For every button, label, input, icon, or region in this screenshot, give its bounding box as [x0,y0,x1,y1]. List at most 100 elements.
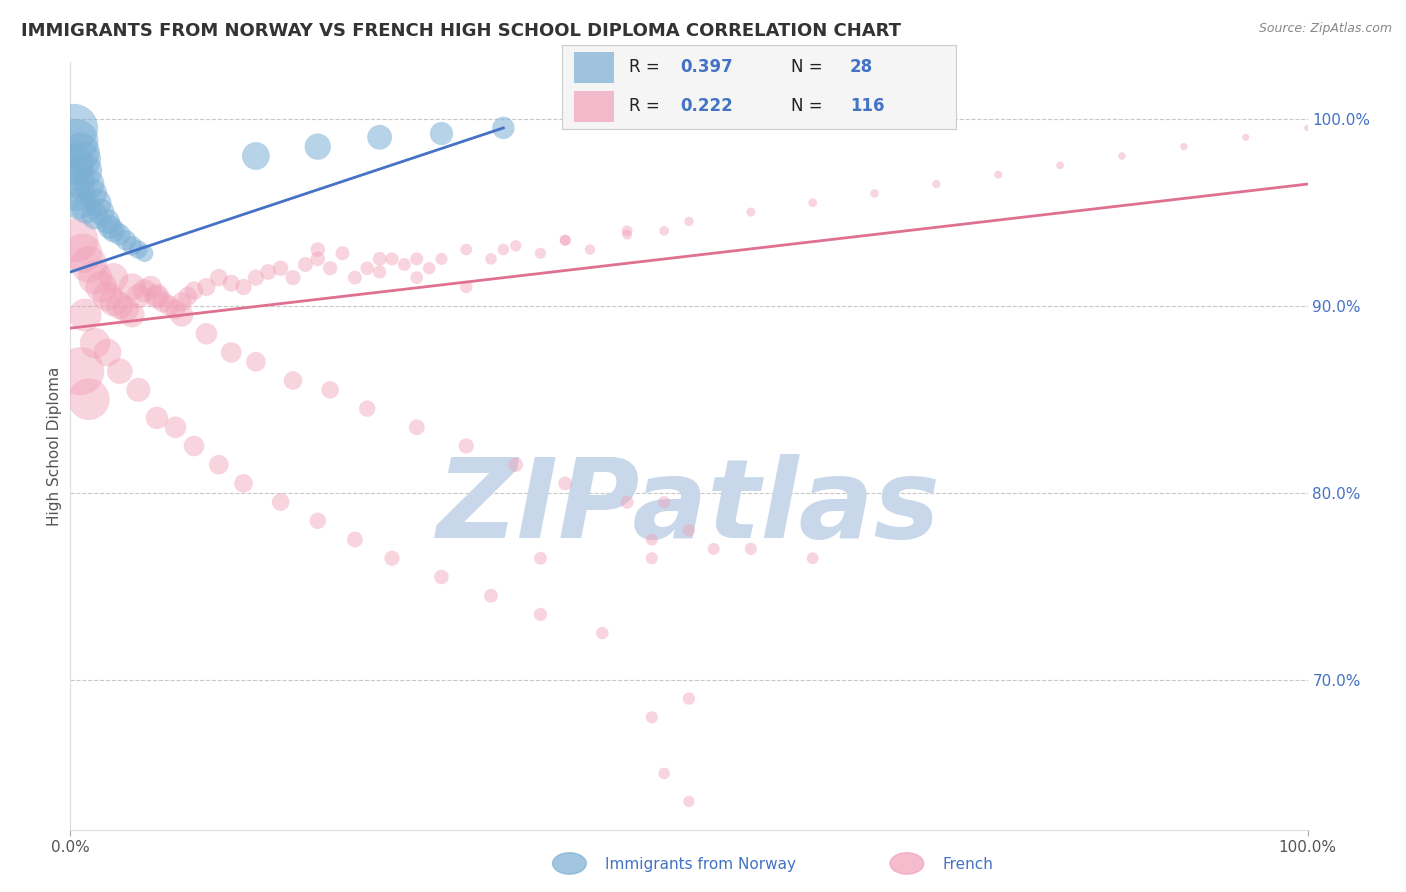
Point [103,224,125,238]
Point [121,280,143,294]
Point [96,289,118,303]
Point [591,626,613,640]
Point [740,541,762,556]
Point [219,345,242,359]
Y-axis label: High School Diploma: High School Diploma [46,367,62,525]
Point [394,258,416,272]
Point [108,227,131,242]
Point [801,551,824,566]
Point [1049,158,1071,172]
Text: Immigrants from Norway: Immigrants from Norway [605,857,796,872]
Point [456,243,478,257]
Point [479,252,502,266]
Point [232,280,254,294]
Point [678,691,700,706]
Text: French: French [942,857,993,872]
Point [127,289,149,303]
Point [245,270,267,285]
Point [157,299,180,313]
Point [96,345,118,359]
Point [505,458,527,472]
Point [529,607,551,622]
Point [529,551,551,566]
Text: R =: R = [630,97,659,115]
Point [652,224,675,238]
Point [183,284,205,298]
Text: N =: N = [790,97,823,115]
Point [75,164,97,178]
Point [90,205,112,219]
Point [616,227,638,242]
Point [319,261,342,276]
Point [65,233,87,247]
Point [98,220,121,235]
Point [381,252,404,266]
Point [170,308,193,322]
Point [294,258,316,272]
Point [332,246,354,260]
Point [63,120,86,135]
Point [134,284,156,298]
Point [177,289,200,303]
Point [115,233,138,247]
Point [208,270,231,285]
Point [108,364,131,378]
Point [270,495,292,509]
Text: 0.222: 0.222 [681,97,734,115]
Point [245,355,267,369]
Point [195,280,218,294]
Point [139,280,162,294]
Point [72,153,94,167]
Point [127,383,149,397]
Point [368,265,391,279]
Point [579,243,602,257]
Point [146,289,169,303]
Point [307,243,329,257]
Point [72,246,94,260]
Point [863,186,886,201]
Point [405,252,427,266]
Point [307,252,329,266]
Point [641,551,664,566]
Point [356,261,378,276]
Point [554,233,576,247]
Text: 0.397: 0.397 [681,59,734,77]
Point [641,710,664,724]
Point [554,233,576,247]
Point [1111,149,1133,163]
Point [430,570,453,584]
Point [678,795,700,809]
Point [641,533,664,547]
Point [418,261,440,276]
Point [343,270,366,285]
Point [66,186,89,201]
Point [703,541,725,556]
Point [103,294,125,309]
Point [69,364,91,378]
Point [456,280,478,294]
Point [430,127,453,141]
Point [270,261,292,276]
Point [183,439,205,453]
Text: ZIPatlas: ZIPatlas [437,454,941,561]
Point [69,145,91,160]
Point [1296,120,1319,135]
Point [77,392,100,407]
Point [307,514,329,528]
Point [219,277,242,291]
Text: Source: ZipAtlas.com: Source: ZipAtlas.com [1258,22,1392,36]
Point [245,149,267,163]
Point [146,289,169,303]
Text: N =: N = [790,59,823,77]
Point [343,533,366,547]
Point [492,243,515,257]
Point [678,523,700,537]
Point [405,420,427,434]
Text: 28: 28 [849,59,873,77]
Point [62,158,84,172]
Point [492,120,515,135]
Point [86,195,108,210]
Point [456,439,478,453]
Point [195,326,218,341]
Point [307,139,329,153]
